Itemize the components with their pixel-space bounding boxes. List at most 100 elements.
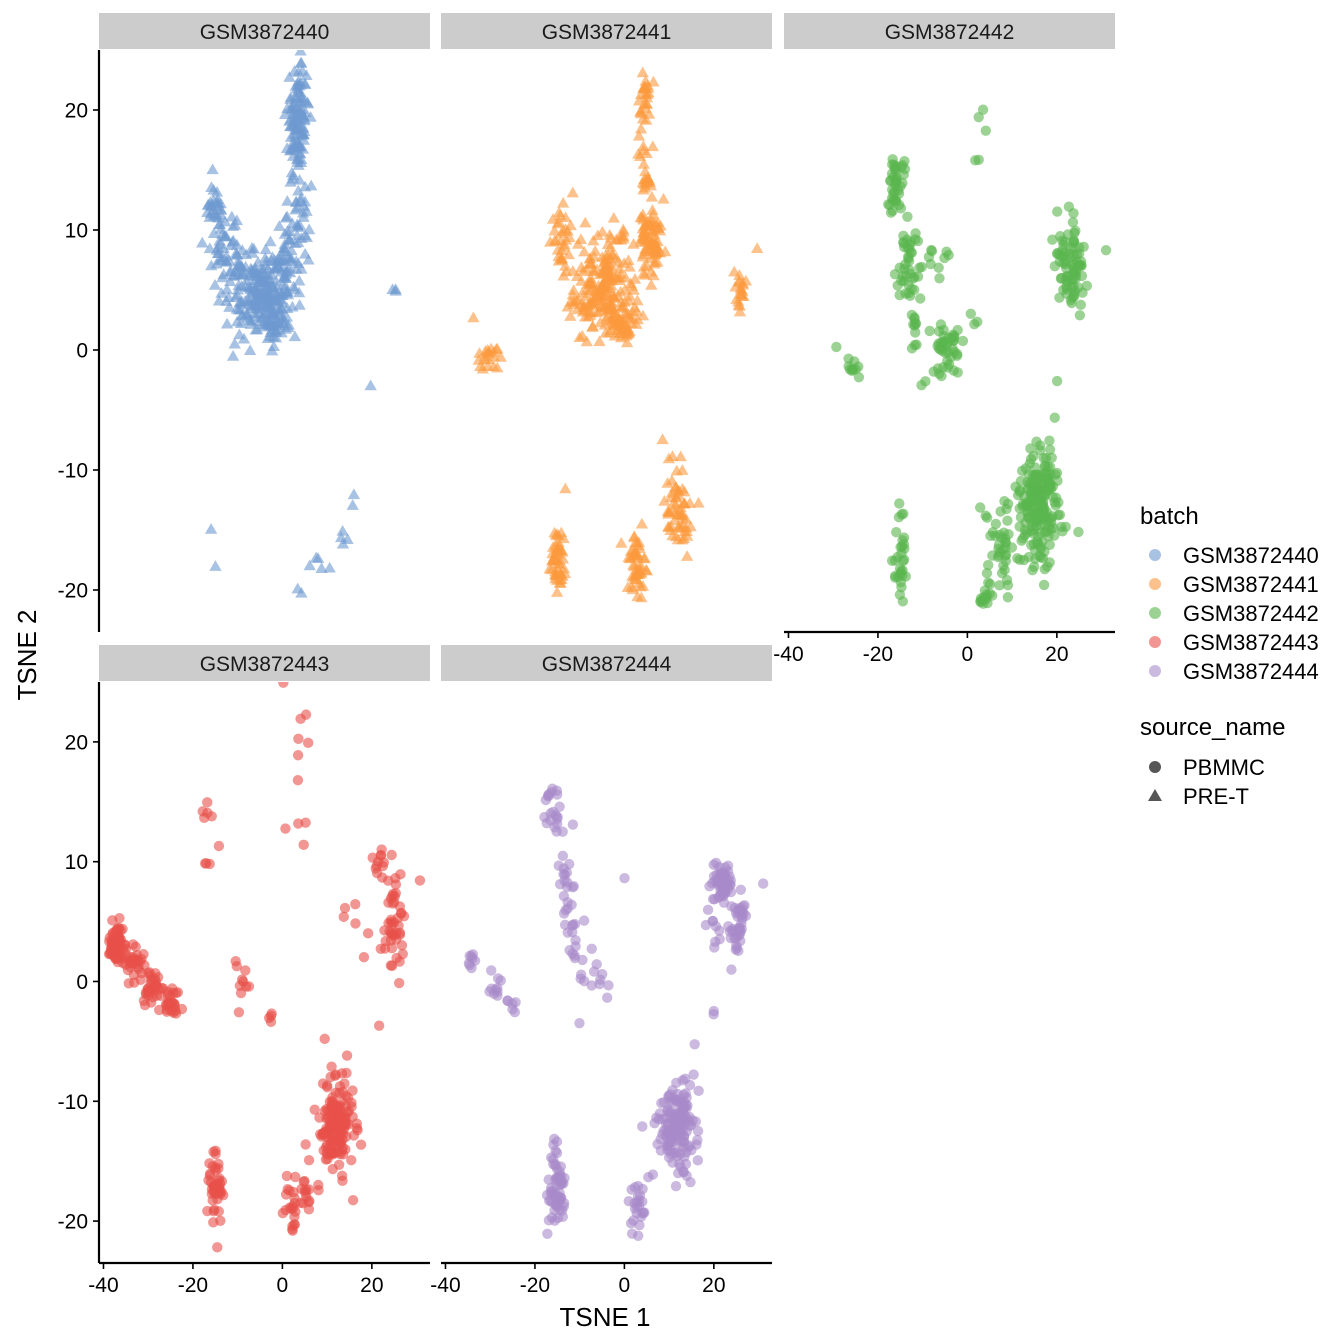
data-point [223, 301, 236, 312]
data-point [643, 1172, 654, 1183]
data-point [647, 269, 660, 281]
data-point [665, 474, 679, 486]
data-point [575, 261, 588, 273]
data-point [336, 537, 350, 549]
data-point [693, 1085, 704, 1097]
data-point [604, 241, 617, 252]
data-point [567, 819, 579, 830]
data-point [334, 531, 348, 543]
data-point [625, 1218, 637, 1229]
data-point [637, 144, 650, 155]
data-point [665, 491, 678, 502]
legend-label: GSM3872443 [1183, 630, 1319, 655]
data-point [1010, 481, 1021, 492]
data-point [559, 260, 572, 271]
data-point [689, 1039, 700, 1050]
data-point [549, 1133, 560, 1145]
data-point [208, 279, 222, 290]
y-tick-label: 20 [65, 731, 88, 754]
data-point [280, 265, 293, 277]
data-point [638, 268, 652, 280]
data-point [214, 204, 228, 215]
data-point [249, 286, 263, 298]
facet-panels: GSM3872440 -20 -10 0 10 20 GSM3872441 GSM387244… [58, 13, 1115, 1297]
facet-strip-label: GSM3872444 [542, 653, 672, 676]
data-point [853, 372, 865, 383]
data-point [933, 262, 944, 273]
data-point [202, 198, 215, 210]
data-point [952, 367, 963, 378]
data-point [491, 361, 504, 373]
points-GSM3872443 [103, 682, 426, 1253]
x-tick-label: -20 [520, 1274, 550, 1297]
data-point [233, 328, 246, 340]
data-point [973, 154, 984, 166]
data-point [615, 296, 628, 307]
data-point [467, 949, 479, 960]
data-point [396, 940, 408, 951]
data-point [999, 495, 1010, 507]
data-point [1054, 249, 1065, 260]
data-point [617, 225, 630, 237]
data-point [289, 203, 302, 215]
data-point [911, 339, 922, 350]
data-point [231, 960, 242, 972]
data-point [648, 234, 662, 245]
data-point [561, 300, 574, 312]
data-point [1028, 561, 1040, 572]
data-point [709, 875, 720, 887]
data-point [912, 235, 924, 247]
data-point [1014, 503, 1025, 514]
data-point [283, 115, 296, 126]
data-point [1024, 458, 1035, 469]
data-point [309, 1104, 320, 1115]
data-point [267, 340, 281, 352]
data-point [638, 80, 652, 92]
data-point [284, 93, 297, 105]
data-point [710, 936, 721, 948]
data-point [377, 860, 389, 872]
data-point [107, 915, 118, 926]
data-point [214, 197, 227, 209]
data-point [562, 927, 573, 938]
data-point [593, 335, 606, 347]
data-point [295, 1197, 306, 1209]
data-point [275, 293, 288, 305]
data-point [580, 335, 593, 347]
data-point [557, 850, 569, 862]
data-point [144, 967, 155, 978]
data-point [1031, 485, 1042, 496]
data-point [335, 1138, 346, 1149]
data-point [379, 943, 391, 954]
data-point [567, 919, 579, 930]
data-point [234, 317, 248, 328]
data-point [285, 102, 299, 114]
data-point [658, 494, 671, 506]
facet-panel-GSM3872442: GSM3872442 -40 -20 0 20 [773, 13, 1115, 666]
data-point [568, 881, 579, 892]
facet-panel-GSM3872444: GSM3872444 -40 -20 0 20 [430, 645, 772, 1297]
data-point [702, 904, 714, 916]
data-point [341, 1050, 353, 1061]
data-point [293, 298, 306, 310]
data-point [287, 128, 301, 139]
data-point [637, 552, 651, 564]
points-GSM3872440 [196, 50, 402, 598]
data-point [563, 231, 576, 243]
facet-panel-GSM3872440: GSM3872440 -20 -10 0 10 20 [58, 13, 430, 632]
data-point [726, 964, 737, 975]
data-point [1077, 287, 1088, 298]
data-point [936, 370, 947, 382]
data-point [281, 195, 294, 206]
data-point [336, 1068, 348, 1079]
data-point [275, 254, 289, 266]
data-point [546, 212, 560, 224]
data-point [389, 891, 400, 902]
data-point [984, 578, 996, 590]
data-point [580, 290, 593, 301]
data-point [632, 129, 646, 141]
x-tick-label: 20 [702, 1274, 725, 1297]
legend-key-GSM3872444 [1149, 665, 1161, 677]
data-point [928, 366, 939, 377]
data-point [681, 1170, 692, 1181]
